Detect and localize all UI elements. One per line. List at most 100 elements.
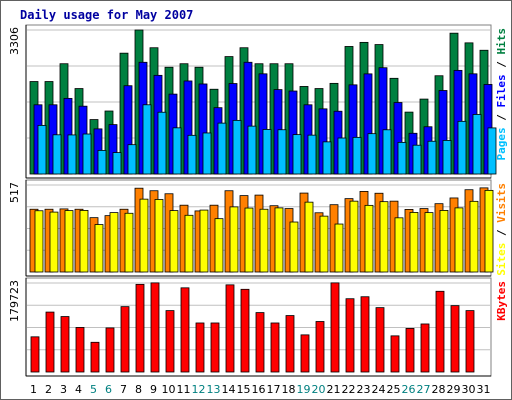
x-tick-label-day-17: 17 (267, 383, 281, 396)
x-axis-labels: 1 2 3 4 5 6 7 8 9 10 11 12 13 14 15 16 17 18 19 20 21 22 23 24 2… (30, 383, 491, 396)
bar-pages-day-18 (292, 134, 302, 175)
chart-title: Daily usage for May 2007 (20, 8, 193, 22)
bar-kbytes-day-13 (210, 322, 220, 373)
legend-files: Files (495, 74, 508, 107)
bar-sites-day-3 (64, 210, 74, 273)
x-tick-label-day-21: 21 (327, 383, 341, 396)
bar-sites-day-9 (154, 199, 164, 273)
bar-sites-day-23 (364, 204, 374, 273)
legend-separator: / (495, 55, 508, 75)
bar-pages-day-4 (82, 133, 92, 175)
bar-kbytes-day-28 (435, 290, 445, 373)
bar-sites-day-24 (379, 201, 389, 273)
x-tick-label-day-25: 25 (387, 383, 401, 396)
bar-sites-day-30 (469, 200, 479, 273)
x-tick-label-day-3: 3 (60, 383, 67, 396)
bar-pages-day-16 (262, 129, 272, 175)
panel-visits: 517 Sites / Visits (8, 179, 508, 277)
bar-sites-day-17 (274, 207, 284, 273)
bar-pages-day-25 (397, 141, 407, 175)
bar-sites-day-2 (49, 211, 59, 273)
bar-sites-day-16 (259, 208, 269, 273)
bar-sites-day-8 (139, 198, 149, 273)
bar-kbytes-day-19 (300, 334, 310, 373)
bar-pages-day-10 (172, 127, 182, 175)
bar-pages-day-1 (37, 124, 47, 175)
bar-sites-day-25 (394, 217, 404, 273)
bar-sites-day-20 (319, 215, 329, 273)
bar-sites-day-13 (214, 218, 224, 273)
panel-legend: Sites / Visits (495, 183, 508, 276)
legend-visits: Visits (495, 183, 508, 223)
legend-sites: Sites (495, 243, 508, 276)
x-tick-label-day-30: 30 (462, 383, 476, 396)
x-tick-label-day-20: 20 (312, 383, 326, 396)
bar-pages-day-8 (142, 104, 152, 175)
bar-kbytes-day-3 (60, 316, 70, 373)
y-axis-max-label: 179723 (8, 280, 21, 322)
bar-sites-day-5 (94, 224, 104, 273)
bar-pages-day-3 (67, 134, 77, 175)
bar-sites-day-28 (439, 210, 449, 273)
bar-sites-day-1 (34, 210, 44, 273)
bar-kbytes-day-6 (105, 327, 115, 373)
bar-kbytes-day-29 (450, 305, 460, 373)
bar-kbytes-day-15 (240, 288, 250, 373)
bar-pages-day-29 (457, 120, 467, 175)
x-tick-label-day-2: 2 (45, 383, 52, 396)
bar-sites-day-29 (454, 207, 464, 273)
panel-kbytes: 179723 KBytes (8, 277, 508, 377)
x-tick-label-day-15: 15 (237, 383, 251, 396)
bar-pages-day-17 (277, 129, 287, 175)
bar-pages-day-24 (382, 129, 392, 175)
bar-pages-day-12 (202, 132, 212, 175)
bar-pages-day-22 (352, 136, 362, 175)
x-tick-label-day-16: 16 (252, 383, 266, 396)
y-axis-max-label: 3306 (8, 27, 21, 55)
bar-pages-day-27 (427, 140, 437, 175)
y-axis-max-label: 517 (8, 182, 21, 203)
x-tick-label-day-8: 8 (135, 383, 142, 396)
bar-kbytes-day-21 (330, 282, 340, 373)
bar-kbytes-day-20 (315, 321, 325, 373)
x-tick-label-day-26: 26 (402, 383, 416, 396)
bar-pages-day-7 (127, 144, 137, 175)
bar-pages-day-31 (487, 127, 497, 175)
bar-kbytes-day-18 (285, 315, 295, 373)
bar-kbytes-day-1 (30, 336, 40, 373)
bar-kbytes-day-30 (465, 310, 475, 373)
legend-hits: Hits (495, 28, 508, 55)
bar-sites-day-19 (304, 201, 314, 273)
bar-kbytes-day-2 (45, 311, 55, 373)
bar-sites-day-10 (169, 210, 179, 273)
legend-separator: / (495, 108, 508, 128)
bar-kbytes-day-9 (150, 282, 160, 373)
bar-pages-day-2 (52, 134, 62, 175)
bar-sites-day-12 (199, 209, 209, 273)
bar-sites-day-31 (484, 189, 494, 273)
bar-sites-day-27 (424, 212, 434, 273)
x-tick-label-day-7: 7 (120, 383, 127, 396)
x-tick-label-day-5: 5 (90, 383, 97, 396)
x-tick-label-day-1: 1 (30, 383, 37, 396)
x-tick-label-day-22: 22 (342, 383, 356, 396)
bar-kbytes-day-12 (195, 322, 205, 373)
x-tick-label-day-9: 9 (150, 383, 157, 396)
bar-pages-day-23 (367, 133, 377, 175)
bar-pages-day-21 (337, 137, 347, 175)
bar-sites-day-18 (289, 221, 299, 273)
chart-panels: 3306 Pages / Files / Hits 517 Sites / Visit… (8, 24, 508, 377)
x-tick-label-day-28: 28 (432, 383, 446, 396)
legend-separator: / (495, 223, 508, 243)
bar-pages-day-9 (157, 111, 167, 175)
bar-kbytes-day-23 (360, 296, 370, 373)
bar-kbytes-day-11 (180, 287, 190, 373)
x-tick-label-day-11: 11 (177, 383, 191, 396)
bar-kbytes-day-5 (90, 341, 100, 373)
bar-kbytes-day-26 (405, 328, 415, 373)
bar-kbytes-day-7 (120, 306, 130, 373)
bar-kbytes-day-24 (375, 307, 385, 373)
bar-sites-day-4 (79, 210, 89, 273)
bar-sites-day-14 (229, 206, 239, 273)
